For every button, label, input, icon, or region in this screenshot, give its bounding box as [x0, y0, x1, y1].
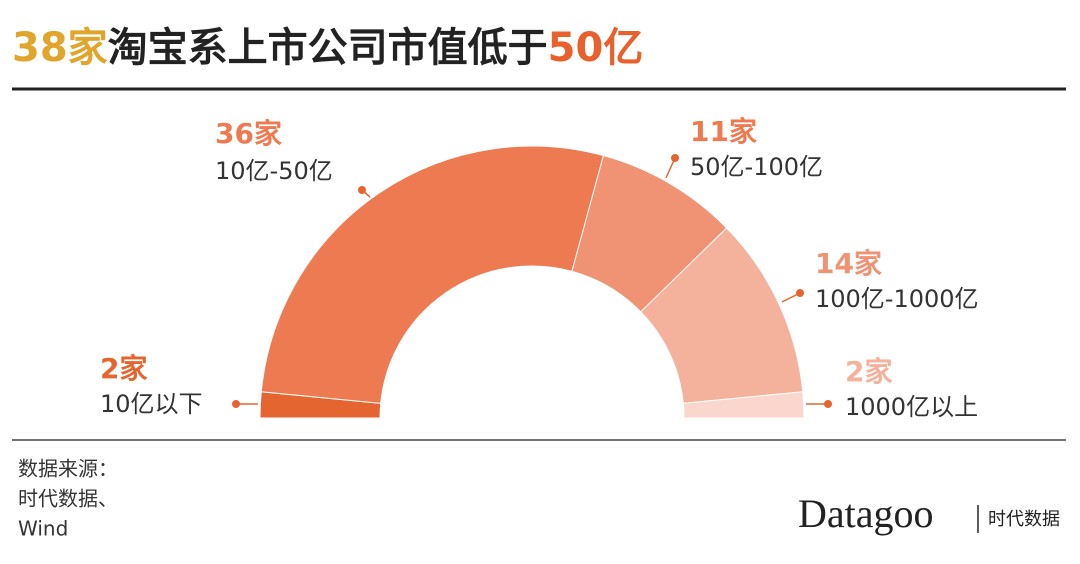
- source-label: 数据来源：: [18, 457, 118, 481]
- title-highlight: 38家: [12, 25, 108, 71]
- leader-dot: [671, 154, 679, 162]
- category-label: 10亿以下: [100, 390, 203, 418]
- value-label: 36家: [215, 117, 282, 150]
- brand: Datagoo: [798, 491, 934, 536]
- value-label: 2家: [845, 355, 892, 388]
- brand-sub: 时代数据: [988, 509, 1060, 530]
- donut-segment: [260, 145, 605, 404]
- chart-title: 38家淘宝系上市公司市值低于50亿: [12, 25, 643, 71]
- leader-dot: [232, 400, 240, 408]
- leader-dot: [358, 186, 366, 194]
- title-text: 淘宝系上市公司市值低于: [108, 25, 548, 71]
- category-label: 100亿-1000亿: [815, 285, 979, 313]
- value-label: 11家: [690, 115, 757, 148]
- title-highlight: 50亿: [548, 25, 644, 71]
- leader-dot: [824, 400, 832, 408]
- leader-dot: [796, 289, 804, 297]
- category-label: 1000亿以上: [845, 393, 978, 421]
- category-label: 10亿-50亿: [215, 157, 333, 185]
- value-label: 2家: [100, 352, 147, 385]
- source-text: 时代数据、: [18, 487, 118, 511]
- donut-segment: [682, 391, 805, 419]
- category-label: 50亿-100亿: [690, 153, 823, 181]
- source-text: Wind: [18, 517, 68, 541]
- value-label: 14家: [815, 247, 882, 280]
